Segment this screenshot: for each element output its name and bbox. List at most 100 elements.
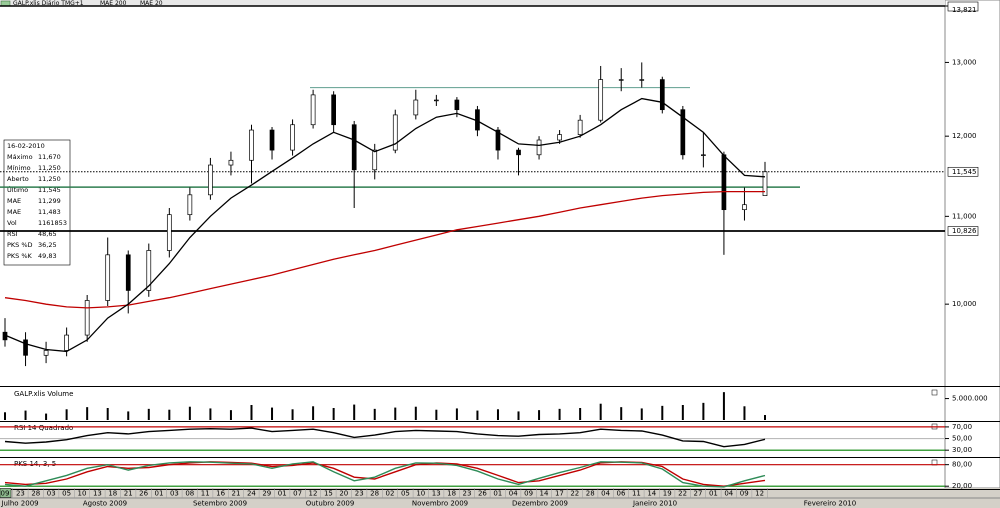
date-label: 09 — [524, 490, 533, 498]
pane-close-icon[interactable] — [931, 389, 938, 396]
volume-bar — [229, 410, 232, 420]
candle-body — [187, 194, 193, 216]
candle-body — [598, 79, 604, 121]
volume-bar — [24, 410, 27, 420]
right-axis-panel — [944, 0, 1000, 489]
volume-bar — [702, 402, 705, 420]
candle-body — [208, 164, 213, 196]
date-label: 18 — [447, 490, 456, 498]
volume-bar — [538, 410, 541, 420]
candle-body — [228, 159, 234, 166]
date-label: 21 — [124, 490, 133, 498]
candle-body — [618, 79, 624, 81]
date-label: 16 — [216, 490, 225, 498]
info-value: 11,299 — [38, 197, 61, 205]
candle-body — [43, 350, 49, 356]
pane-title: RSI 14 Quadrado — [14, 424, 73, 432]
volume-bar — [209, 408, 212, 420]
info-value: 11,670 — [38, 153, 61, 161]
date-label: 26 — [478, 490, 487, 498]
info-label: Último — [7, 185, 28, 194]
volume-bar — [106, 408, 109, 420]
volume-bar — [250, 405, 253, 420]
info-label: Máximo — [7, 153, 33, 161]
date-label: 28 — [586, 490, 595, 498]
date-label: 29 — [262, 490, 271, 498]
date-label: 11 — [201, 490, 210, 498]
candle-body — [413, 99, 419, 116]
date-label: 24 — [247, 490, 256, 498]
volume-bar — [476, 410, 479, 420]
candle-body — [64, 334, 69, 351]
candle-body — [639, 79, 645, 81]
info-label: PKS %K — [7, 252, 33, 260]
date-label: 23 — [463, 490, 472, 498]
date-label: 01 — [278, 490, 287, 498]
candle-body — [84, 300, 90, 336]
date-label: 15 — [324, 490, 333, 498]
current-date-box — [0, 488, 12, 498]
info-label: MAE — [7, 197, 21, 205]
date-label: 14 — [647, 490, 656, 498]
date-label: 02 — [386, 490, 395, 498]
month-label: Janeiro 2010 — [632, 500, 677, 508]
date-label: 13 — [432, 490, 441, 498]
y-tick-label: 13,000 — [952, 58, 977, 66]
candle-body — [331, 94, 336, 126]
header-bar — [0, 0, 945, 6]
date-label: 04 — [509, 490, 518, 498]
candle-body — [742, 204, 747, 211]
month-label: Fevereiro 2010 — [804, 500, 856, 508]
candle-body — [125, 254, 131, 291]
volume-bar — [558, 408, 561, 420]
date-label: 12 — [755, 490, 764, 498]
date-label: 11 — [632, 490, 641, 498]
level-label-box — [947, 226, 979, 236]
date-label: 04 — [724, 490, 733, 498]
date-label: 09 — [740, 490, 749, 498]
info-value: 48,65 — [38, 230, 57, 238]
date-label: 17 — [555, 490, 564, 498]
volume-bar — [435, 409, 438, 420]
y-tick-label: 70,00 — [952, 423, 972, 431]
candle-body — [23, 339, 28, 356]
month-label: Julho 2009 — [0, 500, 38, 508]
volume-bar — [127, 411, 130, 420]
date-label: 05 — [62, 490, 71, 498]
moving-average — [4, 97, 766, 353]
info-label: Aberto — [7, 175, 29, 183]
month-label: Novembro 2009 — [412, 500, 468, 508]
date-label: 20 — [339, 490, 348, 498]
candle-body — [659, 79, 665, 111]
candle-body — [392, 114, 398, 151]
volume-bar — [620, 407, 623, 420]
candle-body — [536, 139, 542, 156]
pane-title: GALP.xlis Volume — [14, 390, 73, 398]
info-value: 11,250 — [38, 175, 61, 183]
volume-bar — [188, 406, 191, 420]
date-label: 08 — [185, 490, 194, 498]
tick-label-box — [947, 1, 979, 12]
volume-bar — [65, 409, 68, 420]
date-label: 13 — [93, 490, 102, 498]
level-label: 11,545 — [952, 168, 977, 176]
date-label: 23 — [16, 490, 25, 498]
date-label: 05 — [401, 490, 410, 498]
volume-bar — [681, 405, 684, 420]
month-label: Agosto 2009 — [83, 500, 127, 508]
info-label: Vol — [7, 219, 17, 227]
date-label: 18 — [108, 490, 117, 498]
candle-body — [105, 254, 111, 301]
date-label: 28 — [31, 490, 40, 498]
indicator-line — [4, 461, 766, 488]
volume-bar — [312, 406, 315, 420]
volume-bar — [271, 407, 274, 420]
y-tick-label: 80,00 — [952, 461, 972, 469]
y-tick-label: 13,821 — [952, 6, 977, 14]
candle-body — [310, 94, 316, 126]
info-label: MAE — [7, 208, 21, 216]
date-label: 04 — [601, 490, 610, 498]
candle-body — [516, 149, 521, 156]
